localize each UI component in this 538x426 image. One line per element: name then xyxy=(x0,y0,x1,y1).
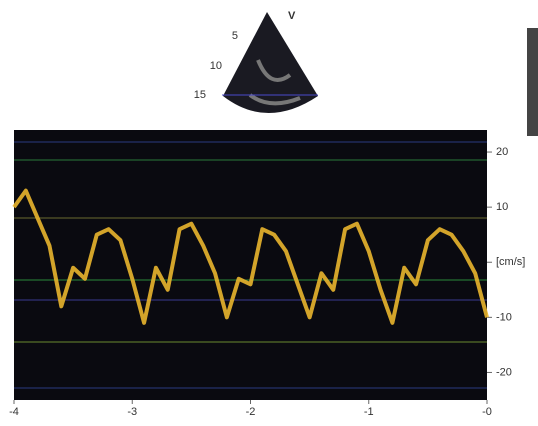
waveform xyxy=(12,188,489,325)
colorbar xyxy=(527,28,538,136)
decor-lines xyxy=(14,141,487,389)
y-tick-label: -20 xyxy=(496,366,512,378)
x-tick-label: -4 xyxy=(9,406,19,418)
y-tick-label: [cm/s] xyxy=(496,256,525,268)
x-tick-label: -1 xyxy=(364,406,374,418)
sector-image xyxy=(223,12,318,113)
x-tick-label: -3 xyxy=(127,406,137,418)
x-tick-label: -2 xyxy=(246,406,256,418)
y-tick-label: 20 xyxy=(496,146,508,158)
sector-echo xyxy=(248,59,301,106)
y-tick-label: -10 xyxy=(496,311,512,323)
depth-label: 5 xyxy=(232,30,238,42)
x-tick-label: -0 xyxy=(482,406,492,418)
view-label: V xyxy=(288,10,296,22)
plot-background xyxy=(14,130,487,400)
y-tick-label: 10 xyxy=(496,201,508,213)
depth-label: 15 xyxy=(194,89,206,101)
depth-label: 10 xyxy=(210,60,222,72)
